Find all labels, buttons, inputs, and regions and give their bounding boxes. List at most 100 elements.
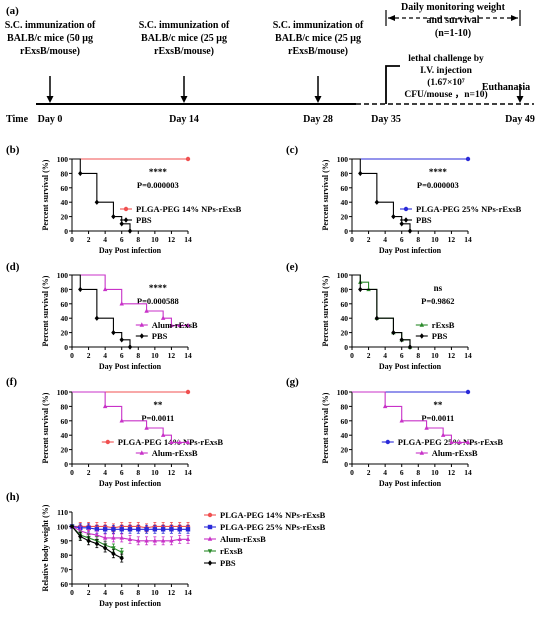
legend-swatch-marker <box>403 206 409 212</box>
x-tick-label: 4 <box>383 235 387 244</box>
chart-panel: (c) 0 20 40 60 80 100 0 2 4 6 8 10 12 14 Percent surviv… <box>286 144 522 255</box>
data-point <box>78 286 83 293</box>
y-axis-label: Percent survival (%) <box>321 392 330 463</box>
data-point <box>119 301 124 306</box>
legend-label: PBS <box>432 331 448 341</box>
panel-label: (d) <box>6 261 20 273</box>
y-tick-label: 20 <box>341 213 349 222</box>
y-tick-label: 70 <box>61 566 69 575</box>
y-tick-label: 40 <box>341 431 349 440</box>
data-point <box>169 322 174 328</box>
y-tick-label: 40 <box>341 314 349 323</box>
legend-swatch-marker <box>207 536 213 541</box>
x-tick-label: 10 <box>151 235 159 244</box>
legend-swatch-marker <box>419 450 424 455</box>
data-point <box>185 156 191 162</box>
timeline-arrowhead <box>314 96 322 103</box>
p-value: P=0.0011 <box>141 413 174 423</box>
x-tick-label: 6 <box>400 351 404 360</box>
data-point <box>457 439 462 445</box>
data-point <box>358 286 363 293</box>
x-tick-label: 14 <box>184 588 192 597</box>
data-point <box>391 329 396 336</box>
data-point <box>169 538 174 543</box>
x-tick-label: 14 <box>184 235 192 244</box>
data-point <box>185 439 191 445</box>
data-point <box>78 533 83 540</box>
y-tick-label: 60 <box>341 184 349 193</box>
legend-swatch-marker <box>207 549 213 554</box>
p-value: P=0.9862 <box>421 296 454 306</box>
data-point <box>407 344 413 350</box>
x-tick-label: 12 <box>448 235 456 244</box>
timeline-event-text: BALB/c mice (50 μg <box>7 33 93 44</box>
series <box>352 156 471 162</box>
timeline-event-text: rExsB/mouse) <box>154 46 214 57</box>
series-line <box>72 158 131 231</box>
legend-swatch-marker <box>419 322 424 327</box>
timeline-challenge-marker <box>385 65 400 104</box>
monitor-text: and survival <box>426 15 479 26</box>
timeline-event-text: BALB/c mice (25 μg <box>141 33 227 44</box>
y-tick-label: 60 <box>61 184 69 193</box>
significance-mark: ** <box>153 400 163 410</box>
x-axis-label: Day Post infection <box>379 362 442 371</box>
x-axis-label: Day Post infection <box>379 479 442 488</box>
y-tick-label: 80 <box>341 285 349 294</box>
x-tick-label: 2 <box>367 468 371 477</box>
data-point <box>185 322 191 328</box>
data-point <box>119 535 124 540</box>
data-point <box>177 536 182 542</box>
timeline-arrowhead <box>516 96 524 103</box>
significance-mark: **** <box>149 283 168 293</box>
y-axis-label: Percent survival (%) <box>321 159 330 230</box>
timeline-event-text: BALB/c mice (25 μg <box>275 33 361 44</box>
x-tick-label: 10 <box>151 468 159 477</box>
legend-swatch-marker <box>139 450 144 455</box>
x-tick-label: 2 <box>87 235 91 244</box>
x-tick-label: 4 <box>383 468 387 477</box>
x-tick-label: 14 <box>464 351 472 360</box>
x-tick-label: 4 <box>103 351 107 360</box>
data-point <box>374 199 380 205</box>
y-tick-label: 0 <box>64 460 68 469</box>
series <box>69 523 124 563</box>
y-tick-label: 100 <box>337 388 349 397</box>
data-point <box>185 527 191 532</box>
p-value: P=0.000003 <box>417 180 459 190</box>
timeline-event-text: rExsB/mouse) <box>288 46 348 57</box>
y-tick-label: 80 <box>61 285 69 294</box>
x-tick-label: 6 <box>120 235 124 244</box>
data-point <box>111 535 116 540</box>
series <box>69 523 191 546</box>
p-value: P=0.000588 <box>137 296 179 306</box>
chart-panel: (d) 0 20 40 60 80 100 0 2 4 6 8 10 12 14 Percent surviv… <box>6 261 198 371</box>
y-tick-label: 20 <box>61 213 69 222</box>
legend-label: PLGA-PEG 14% NPs-rExsB <box>136 204 242 214</box>
legend-label: Alum-rExsB <box>152 320 198 330</box>
monitor-text: Daily monitoring weight <box>401 2 506 13</box>
data-point <box>144 425 149 430</box>
data-point <box>185 536 191 542</box>
x-tick-label: 14 <box>464 235 472 244</box>
series <box>72 391 191 445</box>
x-tick-label: 12 <box>448 351 456 360</box>
data-point <box>177 527 182 532</box>
legend-label: rExsB <box>220 546 243 556</box>
x-tick-label: 8 <box>416 468 420 477</box>
data-point <box>127 344 133 350</box>
x-tick-label: 12 <box>168 468 176 477</box>
y-tick-label: 80 <box>61 402 69 411</box>
x-tick-label: 4 <box>103 468 107 477</box>
data-point <box>160 538 166 543</box>
x-tick-label: 10 <box>431 235 439 244</box>
x-axis-label: Day Post infection <box>99 246 162 255</box>
legend-label: PLGA-PEG 14% NPs-rExsB <box>220 510 326 520</box>
y-tick-label: 40 <box>341 198 349 207</box>
timeline-time-label: Time <box>6 114 29 125</box>
data-point <box>86 525 91 531</box>
x-tick-label: 6 <box>400 235 404 244</box>
y-axis-label: Percent survival (%) <box>41 275 50 346</box>
data-point <box>152 527 158 532</box>
